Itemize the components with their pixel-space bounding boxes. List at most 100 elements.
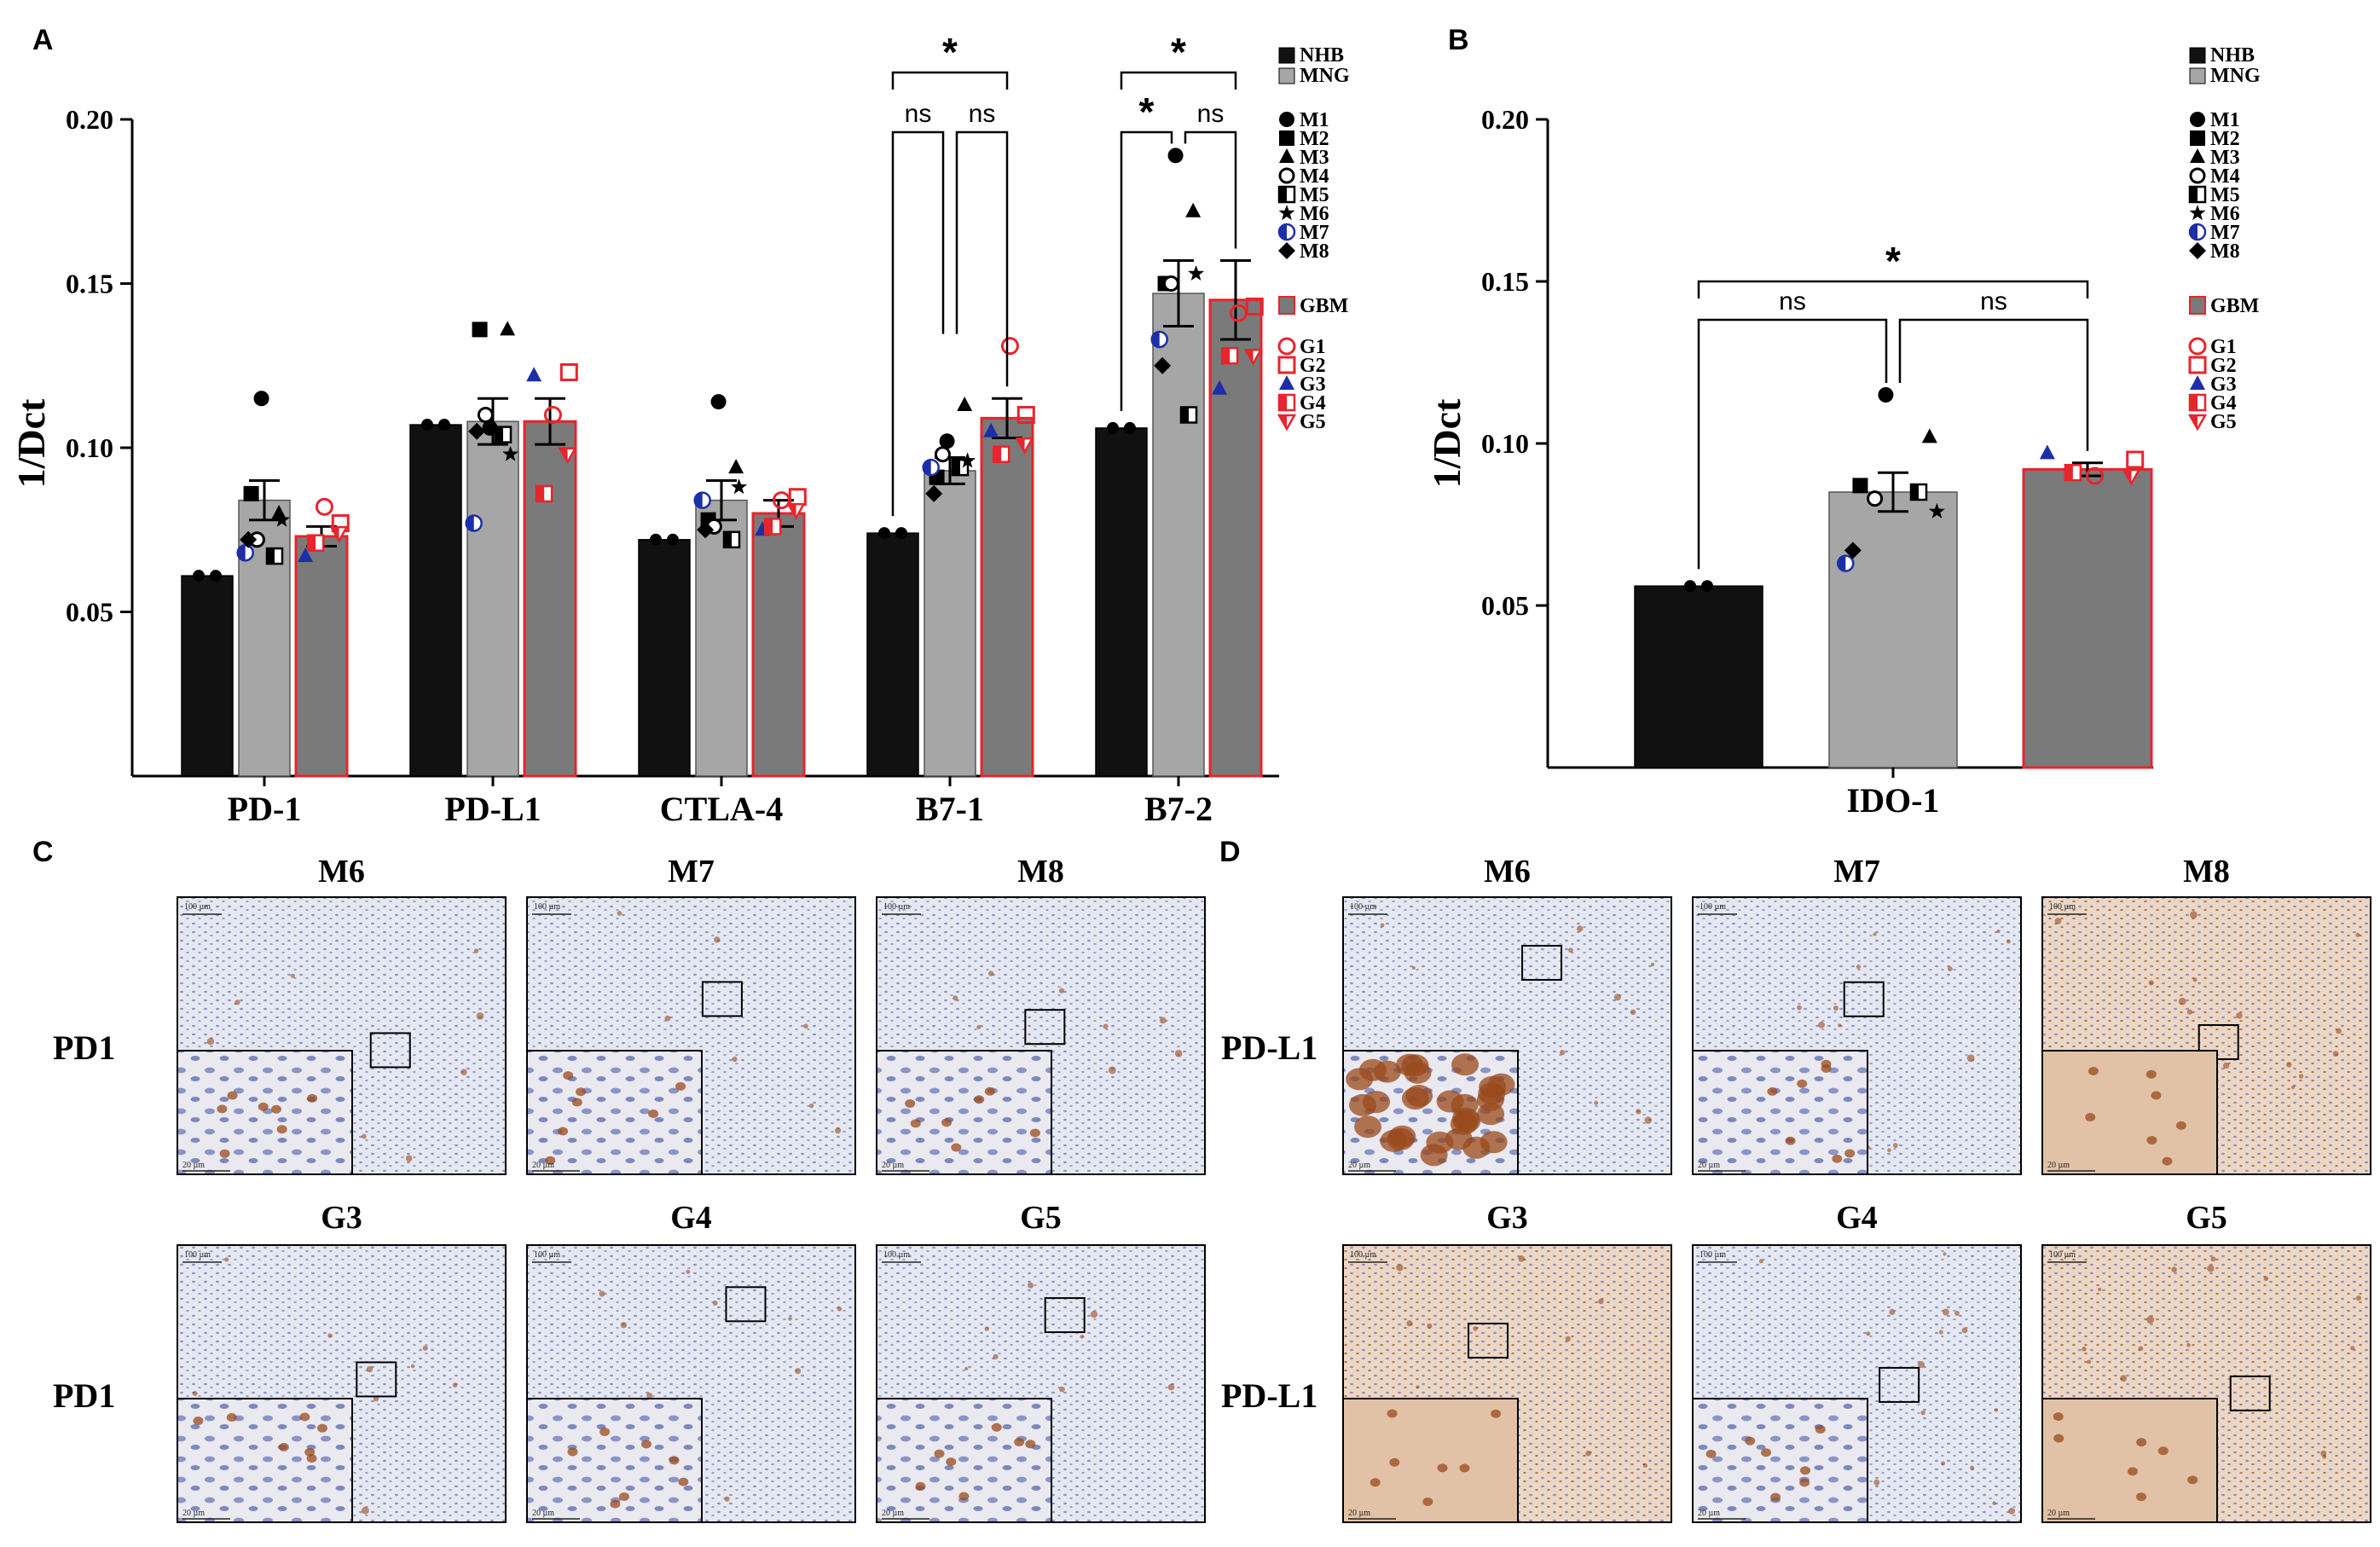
stain-spot (1594, 1100, 1599, 1105)
stain-spot (422, 1345, 428, 1351)
legend-label-m2: M2 (2210, 128, 2240, 150)
micrograph-title-d-m7: M7 (1833, 854, 1880, 889)
stain-spot (1559, 1050, 1566, 1056)
stained-cell (2085, 1113, 2096, 1122)
point-m6-pd-1 (274, 511, 291, 527)
stain-spot (987, 970, 994, 976)
stained-cell (2157, 1446, 2169, 1456)
significance-bracket (1184, 130, 1237, 249)
scale-bar-label: 20 µm (882, 1161, 904, 1170)
stain-spot (1887, 1148, 1891, 1153)
point-g1-pd-1 (315, 497, 333, 516)
y-tick-label: 0.05 (66, 597, 113, 628)
stain-spot (803, 1023, 808, 1029)
point-g3-b7-1 (983, 422, 999, 437)
scale-bar-label: 20 µm (2047, 1161, 2070, 1170)
point-m5-pd-l1 (494, 426, 512, 443)
stained-cell (2127, 1467, 2138, 1476)
legend-label-m1: M1 (2210, 109, 2240, 131)
stained-cell (2136, 1438, 2147, 1447)
stain-spot (1636, 1109, 1642, 1115)
stain-spot (2263, 1276, 2269, 1282)
legend-label-mng: MNG (2210, 65, 2261, 87)
y-tick-label: 0.15 (66, 269, 113, 299)
bar-nhb-pd-l1 (409, 424, 462, 777)
point-m8-ctla-4 (697, 521, 715, 539)
stain-spot (224, 1257, 229, 1262)
stained-cell (1799, 1478, 1810, 1487)
point-m2-pd-l1 (472, 322, 488, 338)
stain-spot (2178, 997, 2186, 1005)
nhb-replicate-point (878, 527, 890, 540)
inset-field (1692, 1398, 1868, 1523)
point-m8-b7-2 (1154, 356, 1172, 374)
bar-gbm-ido-1 (2022, 467, 2153, 769)
legend-marker-g5 (2187, 414, 2208, 432)
point-g4-pd-1 (306, 534, 325, 552)
stain-spot (2332, 1051, 2339, 1057)
stain-spot (1577, 925, 1584, 932)
point-m7-ctla-4 (693, 491, 711, 509)
point-m3-ctla-4 (728, 459, 744, 474)
legend-label-gbm: GBM (2210, 295, 2259, 317)
zoom-region-box (1843, 981, 1885, 1017)
scale-bar-label: 20 µm (532, 1161, 554, 1170)
y-tick-label: 0.15 (1481, 266, 1529, 297)
micrograph-inset (876, 1050, 1052, 1175)
point-g4-pd-l1 (535, 484, 553, 503)
x-tick-label-pd-l1: PD-L1 (444, 790, 541, 828)
bar-nhb-ctla-4 (638, 539, 691, 777)
stain-spot (976, 1024, 982, 1030)
point-m6-pd-l1 (502, 445, 519, 461)
stained-cell (1422, 1497, 1433, 1506)
legend-label-m7: M7 (2210, 222, 2240, 244)
bar-gbm-b7-1 (980, 416, 1034, 778)
legend-swatch-nhb (1278, 47, 1295, 64)
legend-label-g4: G4 (2210, 392, 2237, 414)
stain-spot (2336, 1028, 2342, 1034)
point-g1-ido-1 (2086, 466, 2105, 485)
stain-spot (2138, 1346, 2144, 1351)
y-tick-label: 0.10 (66, 432, 113, 463)
bar-nhb-ido-1 (1634, 585, 1763, 768)
nhb-replicate-point (193, 570, 205, 582)
stained-cell (278, 1442, 289, 1451)
stain-spot (1873, 932, 1877, 936)
point-m5-b7-2 (1179, 406, 1198, 424)
legend-label-g1: G1 (1300, 336, 1326, 358)
legend-marker-g2 (1277, 356, 1296, 374)
micrograph-title-c-m7: M7 (668, 854, 715, 889)
legend-marker-g4 (1277, 393, 1296, 412)
zoom-region-box (356, 1361, 397, 1398)
point-g5-b7-2 (1243, 348, 1263, 366)
micrograph-inset (177, 1398, 353, 1523)
stain-spot (2322, 1454, 2327, 1459)
point-g5-b7-1 (1015, 437, 1034, 455)
point-m7-pd-1 (236, 543, 254, 562)
zoom-region-box (2198, 1023, 2239, 1060)
nhb-replicate-point (1684, 580, 1696, 593)
stained-cell (1453, 1110, 1481, 1133)
point-m6-b7-2 (1188, 265, 1205, 281)
point-m8-b7-1 (925, 484, 943, 502)
stain-spot (1416, 1385, 1420, 1389)
stained-cell (1014, 1438, 1025, 1447)
stained-cell (571, 1098, 582, 1107)
stain-spot (2148, 980, 2154, 986)
stained-cell (1370, 1478, 1381, 1487)
micrograph-inset (526, 1398, 703, 1523)
legend-marker-m2 (1279, 130, 1294, 146)
stain-spot (620, 1322, 628, 1329)
stain-spot (646, 1392, 653, 1399)
stained-cell (2088, 1066, 2099, 1075)
stained-cell (1767, 1086, 1778, 1096)
row-label-d-1: PD-L1 (1221, 1376, 1317, 1415)
y-tick-label: 0.10 (1481, 428, 1529, 459)
stained-cell (2146, 1135, 2157, 1144)
stain-spot (410, 1364, 415, 1369)
point-g5-ctla-4 (786, 502, 806, 520)
legend-marker-g1 (2188, 337, 2207, 356)
significance-ns: ns (1197, 100, 1225, 128)
point-m6-ido-1 (1928, 502, 1945, 519)
stained-cell (276, 1125, 287, 1134)
